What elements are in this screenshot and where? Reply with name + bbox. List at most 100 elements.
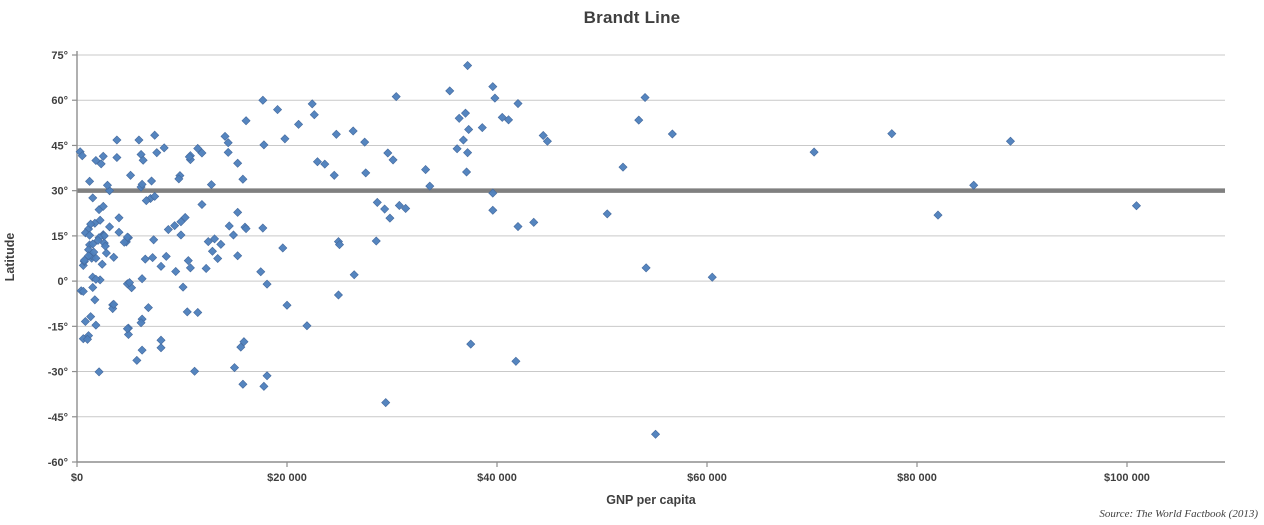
- data-point: [887, 129, 897, 139]
- data-point: [361, 168, 371, 178]
- data-point: [85, 176, 95, 186]
- data-point: [138, 155, 148, 165]
- data-point: [371, 236, 381, 246]
- data-point: [220, 131, 230, 141]
- data-point: [542, 136, 552, 146]
- data-point: [969, 180, 979, 190]
- data-point: [132, 355, 142, 365]
- data-point: [91, 155, 101, 166]
- data-point: [256, 267, 266, 277]
- data-point: [207, 246, 217, 256]
- data-point: [241, 224, 251, 234]
- data-point: [385, 213, 395, 223]
- data-point: [504, 115, 514, 125]
- data-point: [88, 239, 98, 249]
- data-point: [123, 329, 133, 339]
- data-point: [85, 230, 95, 240]
- data-point: [312, 157, 322, 167]
- data-point: [381, 398, 391, 408]
- data-point: [105, 222, 115, 232]
- data-point: [136, 318, 146, 328]
- data-point: [78, 286, 88, 296]
- data-point: [88, 193, 98, 203]
- data-point: [149, 235, 159, 245]
- data-point: [156, 335, 166, 345]
- data-point: [462, 167, 472, 177]
- x-tick-label: $80 000: [897, 472, 937, 484]
- data-point: [96, 159, 106, 169]
- data-point: [80, 316, 90, 327]
- data-point: [391, 92, 401, 102]
- data-point: [216, 239, 226, 249]
- data-point: [466, 339, 476, 349]
- data-point: [538, 130, 548, 141]
- data-point: [278, 243, 288, 253]
- data-point: [174, 174, 184, 184]
- y-tick-label: -45°: [48, 412, 68, 424]
- data-point: [95, 215, 105, 225]
- data-point: [477, 123, 487, 133]
- data-point: [463, 61, 473, 71]
- data-point: [294, 119, 304, 129]
- data-point: [126, 170, 136, 180]
- data-point: [182, 307, 192, 317]
- y-tick-label: -15°: [48, 321, 68, 333]
- data-point: [102, 180, 112, 190]
- data-point: [651, 429, 661, 439]
- data-point: [223, 147, 233, 157]
- data-point: [94, 367, 104, 377]
- data-point: [101, 248, 111, 258]
- data-point: [98, 151, 108, 161]
- y-tick-label: -30°: [48, 367, 68, 379]
- y-tick-label: 45°: [51, 140, 68, 152]
- data-point: [238, 379, 248, 389]
- data-point: [193, 307, 203, 317]
- data-point: [119, 237, 129, 247]
- data-point: [206, 180, 216, 190]
- data-point: [388, 155, 398, 165]
- data-point: [349, 270, 359, 280]
- data-point: [91, 320, 101, 330]
- data-point: [183, 256, 193, 266]
- data-point: [90, 295, 100, 305]
- data-point: [77, 151, 87, 161]
- data-point: [282, 300, 292, 310]
- data-point: [109, 299, 119, 309]
- y-tick-label: 0°: [57, 276, 68, 288]
- y-tick-label: 30°: [51, 186, 68, 198]
- data-point: [82, 334, 93, 344]
- data-point: [233, 251, 243, 261]
- data-point: [634, 115, 644, 125]
- data-point: [233, 158, 243, 168]
- data-point: [185, 263, 195, 273]
- data-point: [233, 207, 243, 217]
- y-tick-label: -60°: [48, 457, 68, 469]
- data-point: [178, 282, 188, 292]
- data-point: [331, 129, 341, 139]
- data-point: [170, 221, 180, 231]
- data-point: [97, 259, 107, 269]
- data-point: [114, 213, 124, 223]
- data-point: [193, 143, 203, 153]
- data-point: [86, 219, 96, 229]
- x-tick-label: $40 000: [477, 472, 517, 484]
- data-point: [137, 345, 147, 355]
- data-point: [320, 159, 330, 169]
- data-point: [458, 135, 468, 145]
- data-point: [176, 230, 186, 240]
- data-point: [511, 356, 521, 366]
- data-point: [134, 135, 144, 145]
- data-point: [463, 148, 473, 158]
- data-point: [309, 110, 319, 120]
- data-point: [109, 252, 119, 262]
- data-point: [184, 152, 194, 162]
- x-tick-label: $20 000: [267, 472, 307, 484]
- data-point: [241, 116, 251, 126]
- data-point: [513, 99, 523, 109]
- y-axis-title: Latitude: [3, 232, 17, 282]
- data-point: [152, 148, 162, 158]
- data-point: [490, 93, 500, 103]
- data-point: [88, 282, 98, 292]
- x-tick-label: $60 000: [687, 472, 727, 484]
- data-point: [380, 204, 390, 214]
